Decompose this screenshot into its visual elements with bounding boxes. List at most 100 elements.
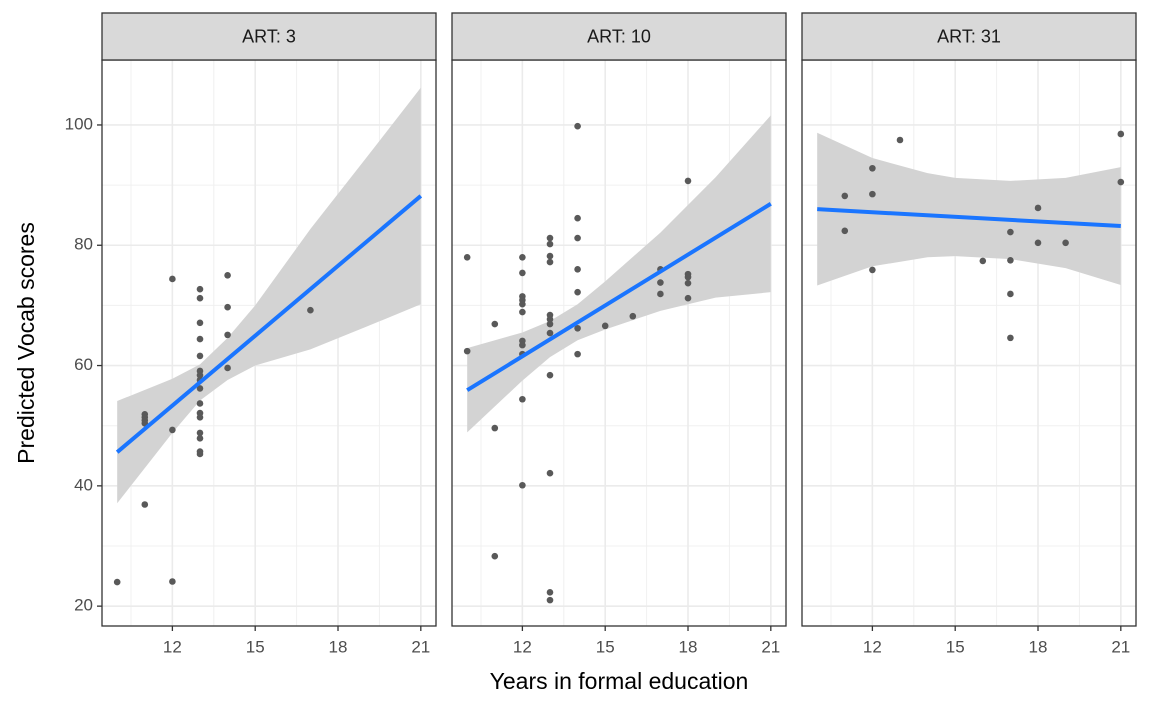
data-point	[196, 450, 204, 458]
data-point	[113, 578, 121, 586]
x-tick-label: 21	[761, 637, 780, 656]
data-point	[1007, 228, 1014, 236]
data-point	[491, 424, 499, 432]
data-point	[1007, 256, 1014, 264]
data-point	[869, 266, 876, 274]
strip	[801, 12, 1137, 61]
confidence-band	[467, 115, 771, 433]
data-point	[169, 426, 176, 434]
x-tick-label: 15	[596, 637, 615, 656]
data-point	[574, 214, 581, 222]
data-point	[196, 400, 204, 407]
data-point	[1034, 239, 1042, 247]
confidence-band	[117, 87, 421, 504]
x-tick-label: 21	[411, 637, 430, 656]
x-tick-label: 12	[163, 637, 182, 656]
data-point	[196, 294, 204, 302]
data-point	[196, 435, 204, 442]
y-tick-label: 80	[74, 235, 93, 254]
data-point	[1034, 204, 1042, 212]
x-tick-label: 15	[946, 637, 965, 656]
data-point	[224, 303, 231, 311]
data-point	[896, 136, 904, 144]
y-tick-label: 40	[74, 475, 93, 494]
data-point	[224, 272, 231, 279]
data-point	[196, 285, 204, 293]
data-point	[1007, 290, 1014, 298]
fit-line	[817, 207, 1121, 229]
x-tick-label: 12	[513, 637, 532, 656]
x-tick-label: 12	[863, 637, 882, 656]
data-point	[684, 177, 692, 185]
data-point	[546, 596, 554, 604]
data-point	[491, 552, 499, 560]
data-point	[546, 252, 554, 260]
data-point	[224, 331, 231, 339]
data-point	[196, 385, 204, 392]
data-point	[196, 335, 204, 343]
data-point	[196, 319, 204, 327]
data-point	[546, 589, 554, 596]
data-point	[1117, 130, 1125, 138]
data-point	[463, 253, 471, 261]
fit-line	[466, 202, 772, 392]
x-axis-title: Years in formal education	[490, 668, 749, 694]
y-axis-title: Predicted Vocab scores	[13, 222, 39, 464]
data-point	[684, 294, 692, 302]
confidence-band	[817, 132, 1121, 286]
data-point	[841, 227, 849, 235]
data-point	[574, 288, 581, 296]
data-point	[546, 240, 554, 248]
data-point	[224, 364, 231, 372]
x-tick-label: 18	[329, 637, 348, 656]
data-point	[196, 352, 204, 360]
data-point	[546, 234, 554, 242]
data-point	[1117, 178, 1125, 186]
data-point	[657, 279, 664, 286]
strip-label: ART: 3	[242, 26, 296, 46]
data-point	[169, 275, 176, 283]
data-point	[491, 320, 499, 328]
y-tick-label: 60	[74, 355, 93, 374]
data-point	[519, 300, 526, 308]
data-point	[546, 315, 554, 323]
strip-label: ART: 10	[587, 26, 651, 46]
data-point	[169, 578, 176, 585]
data-point	[546, 371, 554, 379]
strip-label: ART: 31	[937, 26, 1001, 46]
data-point	[684, 279, 692, 287]
data-point	[519, 253, 526, 261]
data-point	[1062, 239, 1069, 247]
data-point	[601, 322, 609, 330]
data-point	[574, 234, 581, 242]
data-point	[519, 341, 526, 349]
data-point	[574, 350, 581, 358]
data-point	[546, 329, 554, 337]
data-point	[574, 266, 581, 273]
data-point	[546, 320, 554, 328]
data-point	[196, 413, 204, 421]
data-point	[629, 312, 637, 320]
data-point	[869, 190, 876, 198]
strip	[101, 12, 437, 61]
strip	[451, 12, 787, 61]
data-point	[574, 324, 581, 332]
data-point	[463, 347, 471, 355]
data-point	[307, 306, 314, 314]
x-tick-label: 18	[1029, 637, 1048, 656]
data-point	[841, 192, 849, 200]
y-tick-label: 20	[74, 596, 93, 615]
data-point	[574, 122, 581, 130]
x-tick-label: 21	[1111, 637, 1130, 656]
data-point	[519, 481, 526, 489]
data-point	[869, 164, 876, 172]
data-point	[141, 501, 149, 508]
x-tick-label: 18	[679, 637, 698, 656]
data-point	[196, 371, 204, 379]
data-point	[196, 429, 204, 437]
data-point	[519, 269, 526, 277]
data-point	[657, 290, 664, 298]
x-tick-label: 15	[246, 637, 265, 656]
data-point	[546, 258, 554, 266]
